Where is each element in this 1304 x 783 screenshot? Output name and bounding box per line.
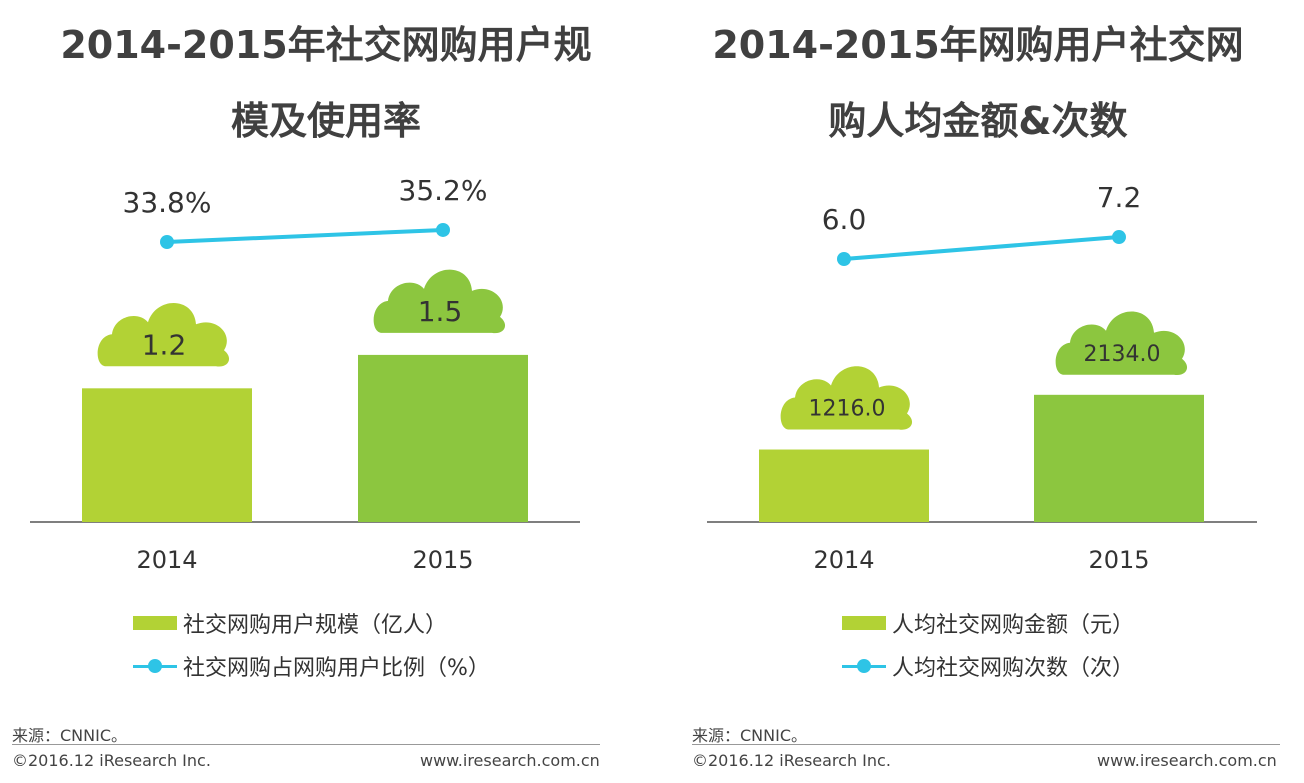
chart-panel-right: 2014-2015年网购用户社交网 购人均金额&次数 1216.0 2014 213… [652,0,1304,783]
line-series-path [166,227,444,244]
cloud-label-bg-2015 [373,269,506,334]
website-text: www.iresearch.com.cn [420,751,600,770]
x-tick-label-2014: 2014 [136,546,197,574]
chart-panel-left: 2014-2015年社交网购用户规 模及使用率 1.2 2014 1.5 2015 33… [12,23,600,770]
legend-bar-swatch [133,616,177,630]
cloud-label-bg-2015 [1055,311,1188,376]
chart-title-line2: 购人均金额&次数 [828,99,1128,143]
legend-bar-item: 人均社交网购金额（元） [842,608,1134,638]
bar-value-label-2014: 1.2 [142,328,187,361]
legend-line-item: 社交网购占网购用户比例（%） [133,651,490,681]
legend-bar-label: 人均社交网购金额（元） [892,613,1135,638]
line-point-2014 [837,252,851,266]
bar-value-label-2014: 1216.0 [809,397,886,422]
line-value-label-2014: 6.0 [822,203,867,236]
bar-value-label-2015: 2134.0 [1084,342,1161,367]
line-point-2014 [160,235,174,249]
x-tick-label-2014: 2014 [813,546,874,574]
line-value-label-2014: 33.8% [123,186,212,219]
bar-2014 [759,449,929,522]
source-note: 来源：CNNIC。 [692,726,808,745]
copyright-text: ©2016.12 iResearch Inc. [692,751,891,770]
line-value-label-2015: 35.2% [399,174,488,207]
website-text: www.iresearch.com.cn [1097,751,1277,770]
chart-title-line2: 模及使用率 [230,99,421,143]
chart-title-line1: 2014-2015年社交网购用户规 [60,23,592,67]
legend-line-label: 人均社交网购次数（次） [892,656,1135,681]
line-series-path [843,235,1120,261]
bar-2015 [1034,394,1204,522]
legend-line-label: 社交网购占网购用户比例（%） [183,656,490,681]
bar-value-label-2015: 1.5 [418,295,463,328]
legend-line-item: 人均社交网购次数（次） [842,651,1134,681]
legend-line-swatch [842,659,886,673]
chart-right-svg: 1216.0 2014 2134.0 2015 6.0 7.2 [707,181,1257,574]
footer-divider [692,744,1280,745]
legend-line-swatch [133,659,177,673]
chart-title-line1: 2014-2015年网购用户社交网 [712,23,1244,67]
cloud-label-bg-2014 [97,303,230,367]
line-point-2015 [1112,230,1126,245]
footer-divider [12,744,600,745]
x-tick-label-2015: 2015 [1088,546,1149,574]
legend-bar-item: 社交网购用户规模（亿人） [133,608,447,638]
source-note: 来源：CNNIC。 [12,726,128,745]
line-point-2015 [436,222,450,237]
legend-bar-label: 社交网购用户规模（亿人） [183,613,448,638]
cloud-label-bg-2014 [780,366,913,430]
chart-left-svg: 1.2 2014 1.5 2015 33.8% 35.2% [30,174,580,574]
line-value-label-2015: 7.2 [1097,181,1142,214]
bar-2015 [358,354,528,522]
legend-bar-swatch [842,616,886,630]
copyright-text: ©2016.12 iResearch Inc. [12,751,211,770]
bar-2014 [82,388,252,522]
x-tick-label-2015: 2015 [412,546,473,574]
